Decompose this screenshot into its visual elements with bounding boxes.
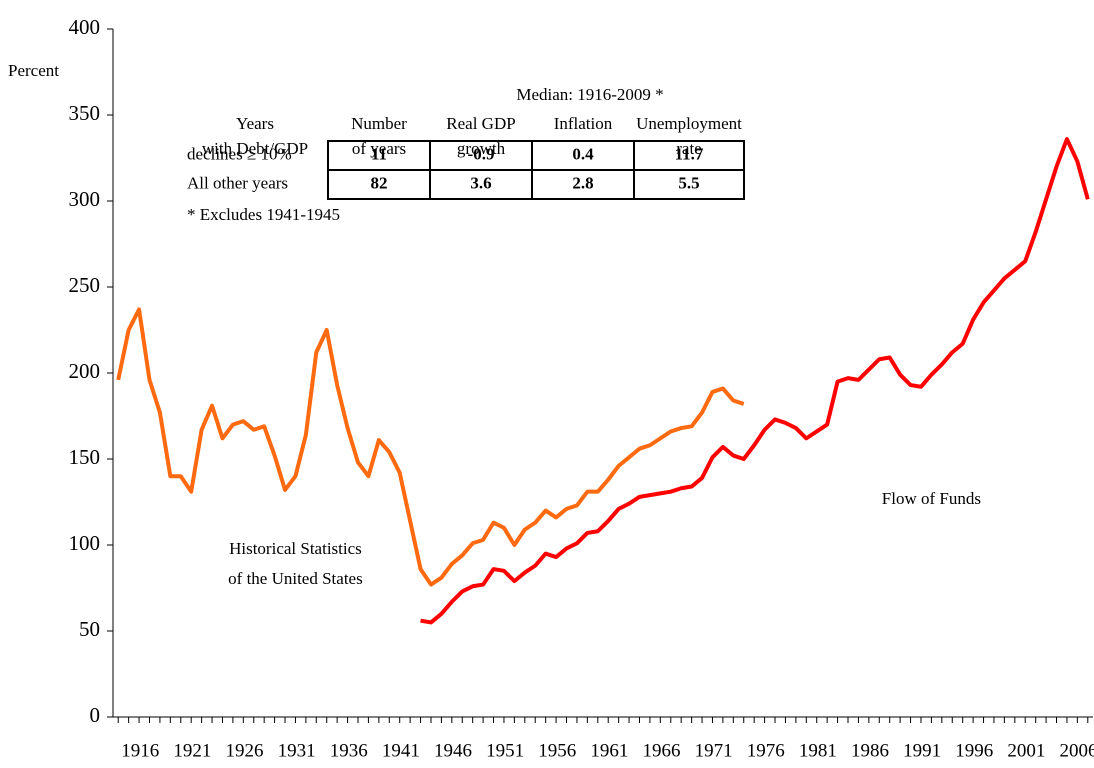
table-column-header: Real GDP [446,114,515,133]
x-tick-label: 1976 [747,740,785,761]
x-tick-label: 1996 [955,740,993,761]
y-tick-label: 350 [69,101,101,125]
table-column-header: rate [676,139,701,158]
table-row-label: declines ≥ 10% [187,144,292,163]
x-tick-label: 1986 [851,740,889,761]
table-cell-value: 11.7 [675,144,704,163]
x-tick-label: 1956 [538,740,576,761]
x-tick-label: 2001 [1007,740,1045,761]
x-tick-label: 1981 [799,740,837,761]
y-tick-label: 100 [69,531,101,555]
y-tick-label: 0 [90,703,101,727]
table-stub-header: Years [236,114,274,133]
table-column-header: growth [457,139,506,158]
table-cell-value: -0.9 [468,144,495,163]
table-column-header: Unemployment [636,114,742,133]
x-tick-label: 1951 [486,740,524,761]
table-footnote: * Excludes 1941-1945 [187,205,340,224]
x-tick-label: 1931 [278,740,316,761]
annotation: Flow of Funds [882,489,981,508]
table-cell-value: 2.8 [572,173,593,192]
annotation: of the United States [228,569,363,588]
annotation: Historical Statistics [229,539,362,558]
y-tick-label: 400 [69,15,101,39]
x-tick-label: 1921 [173,740,211,761]
x-tick-label: 2006 [1060,740,1094,761]
y-tick-label: 250 [69,273,101,297]
table-stub-header: with Debt/GDP [202,139,308,158]
table-column-header: Number [351,114,407,133]
table-cell [633,169,745,200]
x-tick-label: 1936 [330,740,368,761]
y-tick-label: 300 [69,187,101,211]
x-tick-label: 1941 [382,740,420,761]
table-cell-value: 11 [371,144,387,163]
y-tick-label: 200 [69,359,101,383]
y-axis-label: Percent [8,61,59,80]
x-tick-label: 1966 [642,740,680,761]
x-tick-label: 1916 [121,740,159,761]
y-tick-label: 50 [79,617,100,641]
table-column-header: of years [352,139,406,158]
line-series [420,137,1090,625]
x-tick-label: 1946 [434,740,472,761]
x-tick-label: 1926 [225,740,263,761]
x-tick-label: 1971 [695,740,733,761]
x-tick-label: 1991 [903,740,941,761]
table-cell-value: 3.6 [470,173,491,192]
table-cell-value: 5.5 [678,173,699,192]
table-column-header: Inflation [554,114,613,133]
table-title: Median: 1916-2009 * [516,85,663,104]
line-series [116,307,745,587]
y-tick-label: 150 [69,445,101,469]
table-row-label: All other years [187,173,288,192]
x-tick-label: 1961 [590,740,628,761]
table-cell-value: 82 [371,173,388,192]
table-cell-value: 0.4 [572,144,594,163]
